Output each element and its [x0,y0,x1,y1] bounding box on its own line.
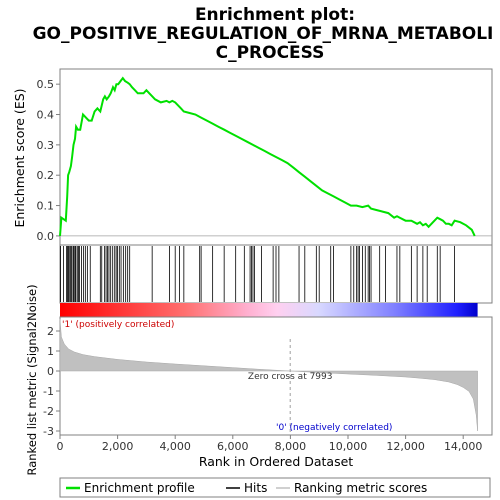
metric-ytick-label: -3 [43,425,54,438]
x-tick-label: 2,000 [102,440,134,453]
metric-ylabel: Ranked list metric (Signal2Noise) [25,284,39,475]
x-tick-label: 12,000 [386,440,425,453]
legend-hits-label: Hits [244,481,267,495]
es-ytick-label: 0.1 [37,200,55,213]
metric-ytick-label: -1 [43,385,54,398]
metric-ytick-label: 2 [47,325,54,338]
x-tick-label: 6,000 [217,440,249,453]
legend-enrichment-label: Enrichment profile [84,481,195,495]
es-ylabel: Enrichment score (ES) [12,88,27,227]
legend-ranking-label: Ranking metric scores [294,481,427,495]
zero-cross-label: Zero cross at 7993 [248,372,333,382]
es-ytick-label: 0.4 [37,109,55,122]
es-panel: 0.0 0.1 0.2 0.3 0.4 0.5 Enrichment score (ES) [12,68,493,246]
chart-title-line1: Enrichment plot: [195,5,355,25]
es-ytick-label: 0.5 [37,78,55,91]
metric-ytick-label: 1 [47,345,54,358]
x-tick-label: 8,000 [275,440,307,453]
x-tick-label: 0 [57,440,64,453]
x-tick-label: 4,000 [159,440,191,453]
legend: Enrichment profile Hits Ranking metric s… [59,477,491,498]
chart-title-line3: C_PROCESS [216,43,325,63]
es-ytick-label: 0.3 [37,139,55,152]
metric-area [59,318,478,432]
chart-title-line2: GO_POSITIVE_REGULATION_OF_MRNA_METABOLI [33,24,494,44]
x-axis-label: Rank in Ordered Dataset [199,454,353,469]
es-ytick-label: 0.0 [37,230,55,243]
positive-correlation-label: '1' (positively correlated) [62,320,174,330]
metric-ytick-label: -2 [43,405,54,418]
negative-correlation-label: '0' (negatively correlated) [276,423,392,433]
legend-frame [59,477,491,498]
rank-color-bar [60,303,478,317]
es-ytick-label: 0.2 [37,169,55,182]
es-curve [59,76,476,237]
x-tick-label: 10,000 [329,440,368,453]
metric-panel: 2 1 0 -1 -2 -3 Zero cross at 7993 '1' (positi… [25,284,493,476]
metric-ytick-label: 0 [47,365,54,378]
hits-panel [59,244,493,304]
x-tick-label: 14,000 [444,440,483,453]
